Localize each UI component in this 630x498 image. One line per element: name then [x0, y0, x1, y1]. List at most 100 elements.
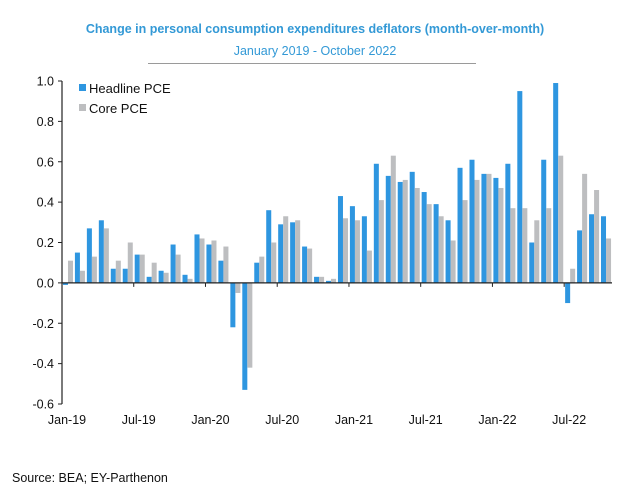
bar-core-aug-19: [151, 262, 157, 283]
bar-headline-feb-21: [361, 216, 367, 283]
x-tick-label: Jul-20: [265, 413, 299, 427]
y-tick-label: 0.6: [37, 155, 54, 169]
bar-core-may-21: [402, 179, 408, 283]
bar-core-dec-21: [486, 173, 492, 283]
legend-label-core: Core PCE: [89, 101, 148, 116]
bar-headline-apr-21: [385, 175, 391, 283]
bar-headline-jan-21: [349, 206, 355, 283]
y-tick-label: 0.0: [37, 276, 54, 290]
x-tick-label: Jul-22: [552, 413, 586, 427]
bar-core-nov-20: [331, 278, 337, 283]
y-tick-label: 0.2: [37, 236, 54, 250]
bar-headline-nov-21: [469, 159, 475, 283]
bar-headline-aug-19: [146, 276, 152, 283]
x-tick-label: Jan-19: [48, 413, 86, 427]
bar-core-feb-22: [510, 208, 516, 283]
bar-headline-sep-20: [302, 246, 308, 283]
y-tick-label: -0.6: [32, 398, 54, 412]
bar-headline-oct-20: [314, 276, 320, 283]
bar-headline-apr-19: [98, 220, 104, 283]
chart-subtitle: January 2019 - October 2022: [233, 44, 397, 58]
bar-headline-jul-19: [134, 254, 140, 283]
bar-core-jun-21: [414, 187, 420, 283]
bar-core-sep-20: [307, 248, 313, 283]
bar-headline-may-22: [541, 159, 547, 283]
bar-headline-sep-19: [158, 270, 164, 283]
x-tick-label: Jan-22: [478, 413, 516, 427]
bar-headline-jan-19: [62, 282, 68, 285]
bar-core-feb-20: [223, 246, 229, 283]
bar-core-jun-22: [558, 155, 564, 283]
y-tick-label: 0.4: [37, 196, 54, 210]
bar-core-may-22: [546, 208, 552, 283]
chart-title: Change in personal consumption expenditu…: [85, 22, 545, 36]
bar-headline-nov-19: [182, 274, 188, 283]
y-tick-label: 1.0: [37, 75, 54, 89]
bar-headline-jul-20: [278, 224, 284, 283]
y-tick-label: 0.8: [37, 115, 54, 129]
bar-core-oct-21: [462, 200, 468, 283]
bar-headline-may-20: [254, 262, 260, 283]
y-tick-label: -0.2: [32, 317, 54, 331]
bar-core-sep-21: [450, 240, 456, 283]
bar-core-sep-19: [163, 272, 169, 283]
title-divider: [148, 63, 476, 64]
bar-headline-feb-22: [505, 163, 511, 283]
bar-headline-may-19: [110, 268, 116, 283]
bar-headline-jun-19: [122, 268, 128, 283]
bar-core-apr-21: [390, 155, 396, 283]
bar-headline-jun-22: [553, 83, 559, 283]
bar-headline-may-21: [397, 181, 403, 283]
bar-headline-jun-21: [409, 171, 415, 283]
bar-core-aug-20: [295, 220, 301, 283]
bar-core-nov-19: [187, 278, 193, 283]
bar-core-oct-19: [175, 254, 181, 283]
bar-headline-mar-20: [230, 282, 236, 328]
bar-core-jul-21: [426, 204, 432, 283]
bar-core-mar-22: [522, 208, 528, 283]
bar-core-jul-22: [570, 268, 576, 283]
bar-core-feb-19: [79, 270, 85, 283]
x-tick-label: Jan-21: [335, 413, 373, 427]
bar-headline-nov-20: [326, 280, 332, 283]
bar-core-may-20: [259, 256, 265, 283]
y-tick-label: -0.4: [32, 357, 54, 371]
bar-core-jan-19: [67, 260, 73, 283]
bar-core-dec-19: [199, 238, 205, 283]
bar-headline-feb-19: [74, 252, 80, 283]
bar-core-nov-21: [474, 179, 480, 283]
bar-core-may-19: [115, 260, 121, 283]
bar-core-jun-19: [127, 242, 133, 283]
bar-headline-mar-22: [517, 91, 523, 283]
bar-headline-jul-21: [421, 192, 427, 283]
bar-headline-oct-21: [457, 167, 463, 283]
bar-core-mar-19: [91, 256, 97, 283]
bar-headline-sep-21: [445, 220, 451, 283]
bar-headline-mar-21: [373, 163, 379, 283]
bar-headline-dec-19: [194, 234, 200, 283]
x-tick-label: Jul-19: [122, 413, 156, 427]
bar-core-oct-20: [319, 276, 325, 283]
bar-headline-feb-20: [218, 260, 224, 283]
bar-headline-jul-22: [565, 282, 571, 304]
bar-headline-mar-19: [86, 228, 92, 283]
bar-core-jun-20: [271, 242, 277, 283]
legend-swatch-core: [79, 104, 86, 111]
bar-core-mar-21: [378, 200, 384, 283]
bar-headline-apr-22: [529, 242, 535, 283]
bar-core-oct-22: [606, 238, 612, 283]
bar-core-apr-22: [534, 220, 540, 283]
bar-headline-sep-22: [589, 214, 595, 283]
bar-core-jul-19: [139, 254, 145, 283]
legend: Headline PCE Core PCE: [79, 81, 171, 116]
bar-headline-oct-19: [170, 244, 176, 283]
bar-headline-jan-22: [493, 177, 499, 283]
bar-headline-jun-20: [266, 210, 272, 283]
bar-headline-jan-20: [206, 244, 212, 283]
bar-headline-dec-20: [337, 196, 343, 283]
bar-core-aug-22: [582, 173, 588, 283]
bar-headline-dec-21: [481, 173, 487, 283]
bars-layer: [62, 83, 612, 390]
source-note: Source: BEA; EY-Parthenon: [12, 471, 168, 485]
